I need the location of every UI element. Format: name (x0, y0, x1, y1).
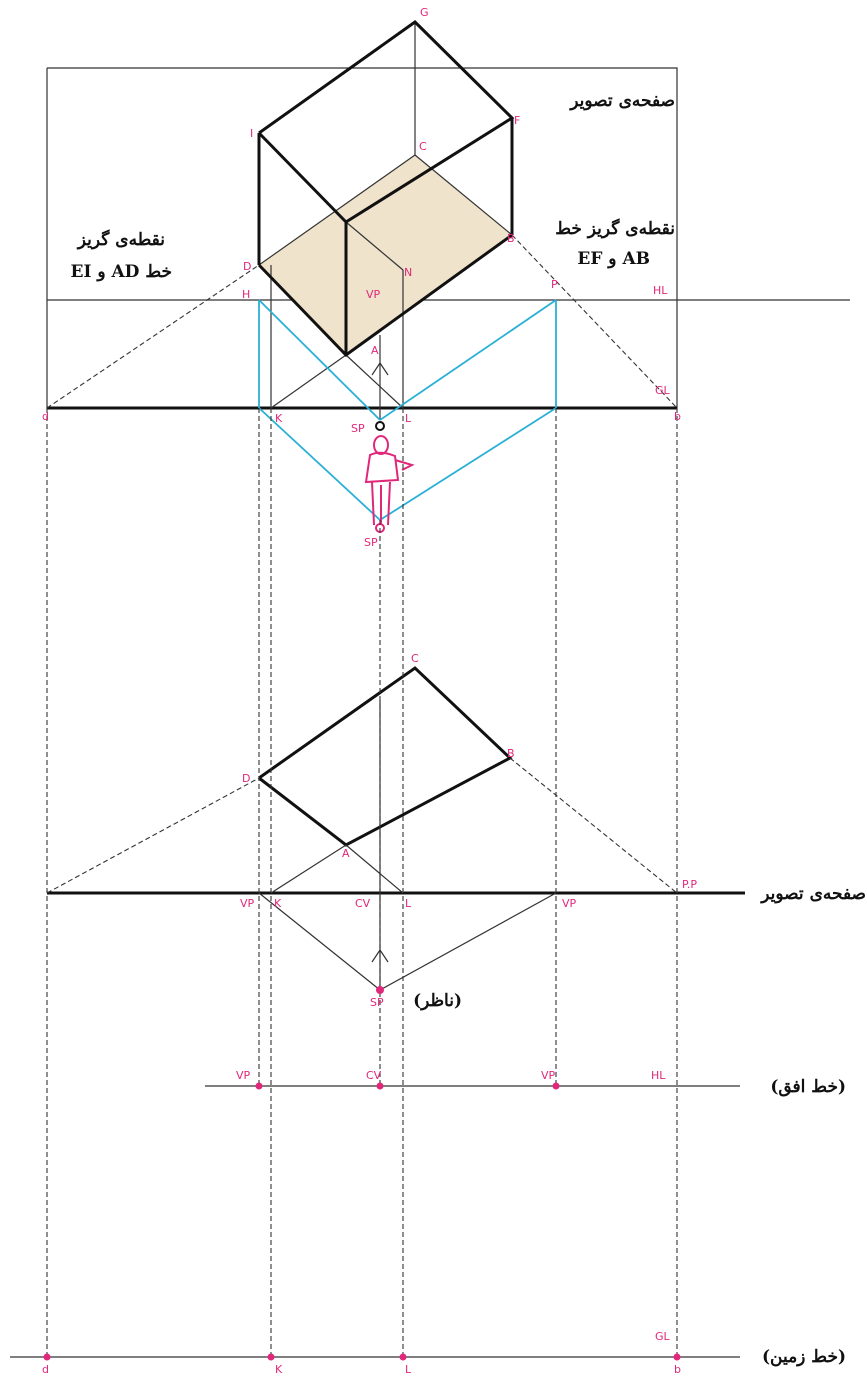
point-label: C (411, 652, 419, 665)
plan-rectangle (47, 668, 745, 893)
point-label: G (420, 6, 429, 19)
point-label: VP (236, 1069, 251, 1082)
point-label: D (243, 260, 251, 273)
point-label: d (42, 410, 49, 423)
point-label: d (42, 1363, 49, 1376)
point-label: CV (366, 1069, 382, 1082)
observer-figure-part (374, 436, 388, 454)
point-dots-part (268, 1354, 275, 1361)
diagram: G F I C B D N VP H P HL GL A K SP L SP d… (0, 0, 867, 1377)
point-label: C (419, 140, 427, 153)
dashed-lines-part (47, 265, 259, 408)
observer-figure-part (366, 453, 398, 482)
point-label: SP (370, 996, 384, 1009)
point-label: H (242, 288, 250, 301)
point-label: N (404, 266, 412, 279)
construction-lines-part (380, 363, 388, 375)
projection-lines (259, 300, 556, 520)
construction-lines-part (346, 355, 403, 408)
point-label: GL (655, 384, 671, 397)
point-dots-part (377, 1083, 384, 1090)
plan-lines-part (372, 950, 380, 962)
observer-figure-part (376, 422, 384, 430)
point-label: K (274, 897, 282, 910)
point-label: b (674, 410, 681, 423)
caption: (خط افق) (770, 1077, 846, 1097)
page: Perspective construction body { margin: … (0, 0, 867, 1377)
point-label: L (405, 1363, 412, 1376)
point-label: B (507, 747, 515, 760)
point-label: L (405, 412, 412, 425)
plan-lines-part (346, 845, 403, 893)
point-label: VP (562, 897, 577, 910)
point-label: GL (655, 1330, 671, 1343)
point-label: F (514, 114, 520, 127)
point-label: B (507, 232, 515, 245)
body: {"titles": {"picture_plane": "صفحه‌ی تصو… (0, 0, 867, 1377)
point-label: SP (364, 536, 378, 549)
point-dots (44, 986, 681, 1361)
point-label: P.P (682, 878, 697, 891)
point-label: L (405, 897, 412, 910)
point-label: I (250, 127, 253, 140)
caption: صفحه‌ی تصویر (568, 91, 675, 111)
point-label: A (342, 847, 350, 860)
point-dots-part (400, 1354, 407, 1361)
caption: AB و EF (577, 249, 650, 269)
plan-lines-part (380, 950, 388, 962)
point-label: D (242, 772, 250, 785)
caption: خط AD و EI (71, 262, 172, 282)
caption: (خط زمین) (762, 1347, 846, 1367)
construction-lines-part (372, 363, 380, 375)
point-label: b (674, 1363, 681, 1376)
caption: صفحه‌ی تصویر (759, 884, 866, 904)
dashed-lines-part (510, 758, 677, 893)
dashed-lines-part (47, 778, 259, 893)
point-label: VP (366, 288, 381, 301)
caption: (ناظر) (413, 991, 462, 1011)
point-dots-part (256, 1083, 263, 1090)
point-dots-part (674, 1354, 681, 1361)
point-label: P (551, 278, 558, 291)
observer-figure (366, 422, 412, 532)
projection-lines-part (380, 300, 556, 420)
plan-rectangle-part (259, 668, 510, 845)
point-dots-part (553, 1083, 560, 1090)
captions: صفحه‌ی تصویر نقطه‌ی گریز خط AB و EF نقطه… (71, 91, 866, 1367)
caption: نقطه‌ی گریز (76, 229, 165, 250)
point-label: HL (651, 1069, 666, 1082)
point-label: VP (541, 1069, 556, 1082)
point-label: K (275, 1363, 283, 1376)
point-dots-part (44, 1354, 51, 1361)
observer-figure-part (372, 482, 390, 525)
point-label: VP (240, 897, 255, 910)
point-dots-part (376, 986, 384, 994)
point-label: CV (355, 897, 371, 910)
point-label: HL (653, 284, 668, 297)
point-label: SP (351, 422, 365, 435)
point-label: K (275, 412, 283, 425)
point-label: A (371, 344, 379, 357)
plan-lines (10, 700, 740, 1357)
plan-lines-part (271, 845, 346, 893)
construction-lines-part (271, 355, 346, 408)
caption: نقطه‌ی گریز خط (555, 218, 675, 239)
